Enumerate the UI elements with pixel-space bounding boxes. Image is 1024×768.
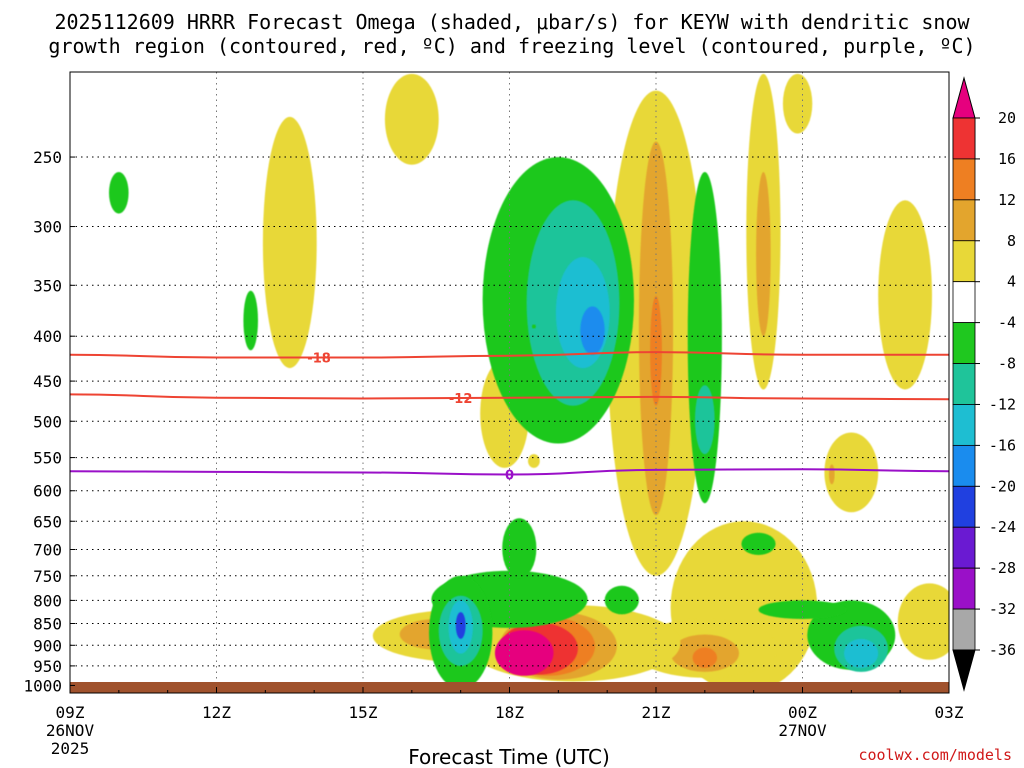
y-tick-label: 900 xyxy=(33,636,62,655)
x-tick-label: 15Z xyxy=(349,703,378,722)
y-tick-label: 450 xyxy=(33,372,62,391)
contour-line xyxy=(70,393,949,401)
pressure-axis: 250 300 350 400 450 500 550 600 650 700 750 800 850 9… xyxy=(23,148,75,695)
colorbar-bin xyxy=(952,485,976,528)
temperature-contours: -18 -12 0 xyxy=(70,351,949,484)
colorbar-tick-label: -20 xyxy=(989,477,1016,495)
omega-region xyxy=(502,518,537,579)
omega-region xyxy=(531,324,536,329)
y-tick-label: 700 xyxy=(33,541,62,560)
omega-region xyxy=(262,116,317,369)
colorbar-tick-label: 12 xyxy=(998,191,1016,209)
colorbar-top-arrow xyxy=(952,76,976,119)
omega-region xyxy=(897,583,949,660)
omega-region xyxy=(741,532,776,556)
colorbar-tick-label: -36 xyxy=(989,641,1016,659)
colorbar-bin xyxy=(952,526,976,569)
omega-region xyxy=(650,296,662,406)
omega-region xyxy=(844,638,879,668)
omega-region xyxy=(528,454,540,468)
omega-region xyxy=(692,647,717,668)
contour-label: -18 xyxy=(307,352,331,367)
x-tick-label: 00Z xyxy=(788,703,817,722)
colorbar-tick-label: -12 xyxy=(989,395,1016,413)
omega-colorbar: 20 16 12 8 4 -4 -8 -12 -16 -20 -24 -28 -32 -36 xyxy=(952,76,1016,692)
contour-label: -12 xyxy=(449,392,473,407)
omega-region xyxy=(109,172,129,214)
y-tick-label: 350 xyxy=(33,276,62,295)
x-tick-label: 12Z xyxy=(202,703,231,722)
omega-region xyxy=(824,432,879,513)
contour-line xyxy=(70,468,949,476)
colorbar-tick-label: -24 xyxy=(989,518,1016,536)
colorbar-tick-label: -28 xyxy=(989,559,1016,577)
x-date-label: 26NOV xyxy=(46,721,95,740)
y-tick-label: 650 xyxy=(33,512,62,531)
x-date-label: 27NOV xyxy=(778,721,827,740)
y-tick-label: 400 xyxy=(33,327,62,346)
colorbar-tick-label: 16 xyxy=(998,150,1016,168)
omega-region xyxy=(604,585,639,615)
colorbar-tick-label: 8 xyxy=(1007,232,1016,250)
y-tick-label: 550 xyxy=(33,449,62,468)
x-tick-label: 03Z xyxy=(935,703,964,722)
colorbar-bin xyxy=(952,608,976,651)
omega-region xyxy=(494,630,554,676)
colorbar-bin xyxy=(952,117,976,160)
colorbar-bin xyxy=(952,199,976,242)
y-tick-label: 850 xyxy=(33,615,62,634)
omega-region xyxy=(384,73,439,165)
contour-label: 0 xyxy=(505,469,514,484)
y-tick-label: 600 xyxy=(33,482,62,501)
omega-region xyxy=(878,200,932,390)
chart-title-line-1: 2025112609 HRRR Forecast Omega (shaded, … xyxy=(54,10,970,34)
colorbar-tick-label: -8 xyxy=(998,355,1016,373)
y-tick-label: 750 xyxy=(33,567,62,586)
omega-region xyxy=(580,306,605,355)
chart-title-line-2: growth region (contoured, red, ºC) and f… xyxy=(48,34,975,58)
colorbar-tick-label: 20 xyxy=(998,109,1016,127)
colorbar-bottom-arrow xyxy=(952,649,976,692)
omega-region xyxy=(782,73,813,134)
y-tick-label: 800 xyxy=(33,591,62,610)
x-axis-label: Forecast Time (UTC) xyxy=(408,745,610,768)
y-tick-label: 1000 xyxy=(23,676,62,695)
colorbar-bin xyxy=(952,281,976,324)
omega-region xyxy=(243,290,258,351)
colorbar-bin xyxy=(952,322,976,364)
colorbar-bin xyxy=(952,567,976,610)
x-date-label: 2025 xyxy=(51,739,90,758)
omega-region xyxy=(695,385,715,455)
x-tick-label: 21Z xyxy=(642,703,671,722)
colorbar-bin xyxy=(952,363,976,405)
colorbar-tick-label: -32 xyxy=(989,600,1016,618)
x-tick-label: 18Z xyxy=(495,703,524,722)
colorbar-bin xyxy=(952,404,976,446)
y-tick-label: 250 xyxy=(33,148,62,167)
omega-region xyxy=(455,612,466,639)
omega-region xyxy=(756,172,771,337)
omega-region xyxy=(758,600,847,619)
colorbar-bin xyxy=(952,240,976,283)
y-tick-label: 300 xyxy=(33,218,62,237)
credit-text: coolwx.com/models xyxy=(858,746,1012,764)
colorbar-bin xyxy=(952,444,976,487)
x-tick-label: 09Z xyxy=(56,703,85,722)
omega-region xyxy=(828,464,835,485)
omega-region xyxy=(555,257,610,369)
y-tick-label: 500 xyxy=(33,412,62,431)
colorbar-tick-label: 4 xyxy=(1007,273,1016,291)
omega-shading xyxy=(109,73,949,693)
colorbar-bin xyxy=(952,158,976,201)
contour-line xyxy=(70,351,949,359)
colorbar-tick-label: -4 xyxy=(998,314,1016,332)
colorbar-tick-label: -16 xyxy=(989,436,1016,454)
y-tick-label: 950 xyxy=(33,657,62,676)
